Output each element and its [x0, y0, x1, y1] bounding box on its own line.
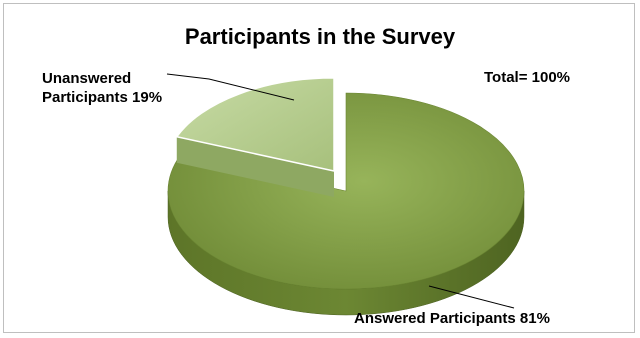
answered-leader-line	[428, 285, 515, 309]
pie-slice-answered	[167, 92, 525, 290]
unanswered-label-line-2: Participants 19%	[42, 89, 163, 106]
pie-chart	[166, 73, 525, 316]
pie-slice-unanswered-wall	[176, 136, 334, 197]
unanswered-leader-line	[166, 73, 295, 101]
total-annotation: Total= 100%	[484, 69, 571, 86]
unanswered-data-label: Unanswered Participants 19%	[42, 69, 162, 107]
unanswered-label-line-1: Unanswered	[42, 70, 132, 87]
chart-title: Participants in the Survey	[184, 24, 456, 49]
answered-data-label: Answered Participants 81%	[354, 310, 550, 327]
chart-area: Participants in the Survey Total= 100% U…	[3, 3, 635, 333]
pie-slice-unanswered	[175, 77, 335, 172]
